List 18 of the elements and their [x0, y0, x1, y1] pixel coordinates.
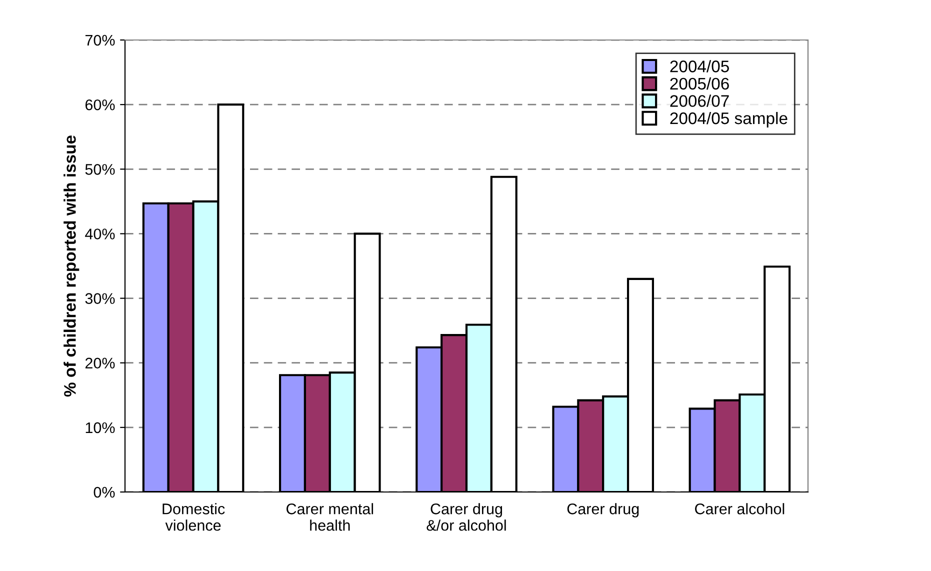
x-tick-label: Carer alcohol [695, 503, 784, 514]
y-tick-label: 60% [85, 99, 115, 110]
x-tick-label: Carer drug &/or alcohol [426, 503, 506, 531]
y-tick-label: 20% [85, 358, 115, 369]
y-tick-label: 30% [85, 293, 115, 304]
y-tick-label: 0% [94, 486, 115, 498]
legend-label: 2005/06 [670, 77, 729, 90]
y-tick-label: 40% [85, 228, 115, 240]
legend-label: 2004/05 sample [670, 112, 788, 128]
legend-label: 2006/07 [670, 94, 729, 107]
legend-label: 2004/05 [670, 60, 729, 72]
x-tick-label: Carer drug [567, 503, 639, 518]
x-tick-label: Domestic violence [162, 503, 225, 531]
y-tick-label: 10% [86, 422, 115, 434]
y-tick-label: 70% [85, 34, 115, 46]
y-tick-label: 50% [85, 164, 115, 175]
x-tick-label: Carer mental health [286, 503, 374, 531]
y-axis-title: % of children reported with issue [64, 136, 80, 397]
